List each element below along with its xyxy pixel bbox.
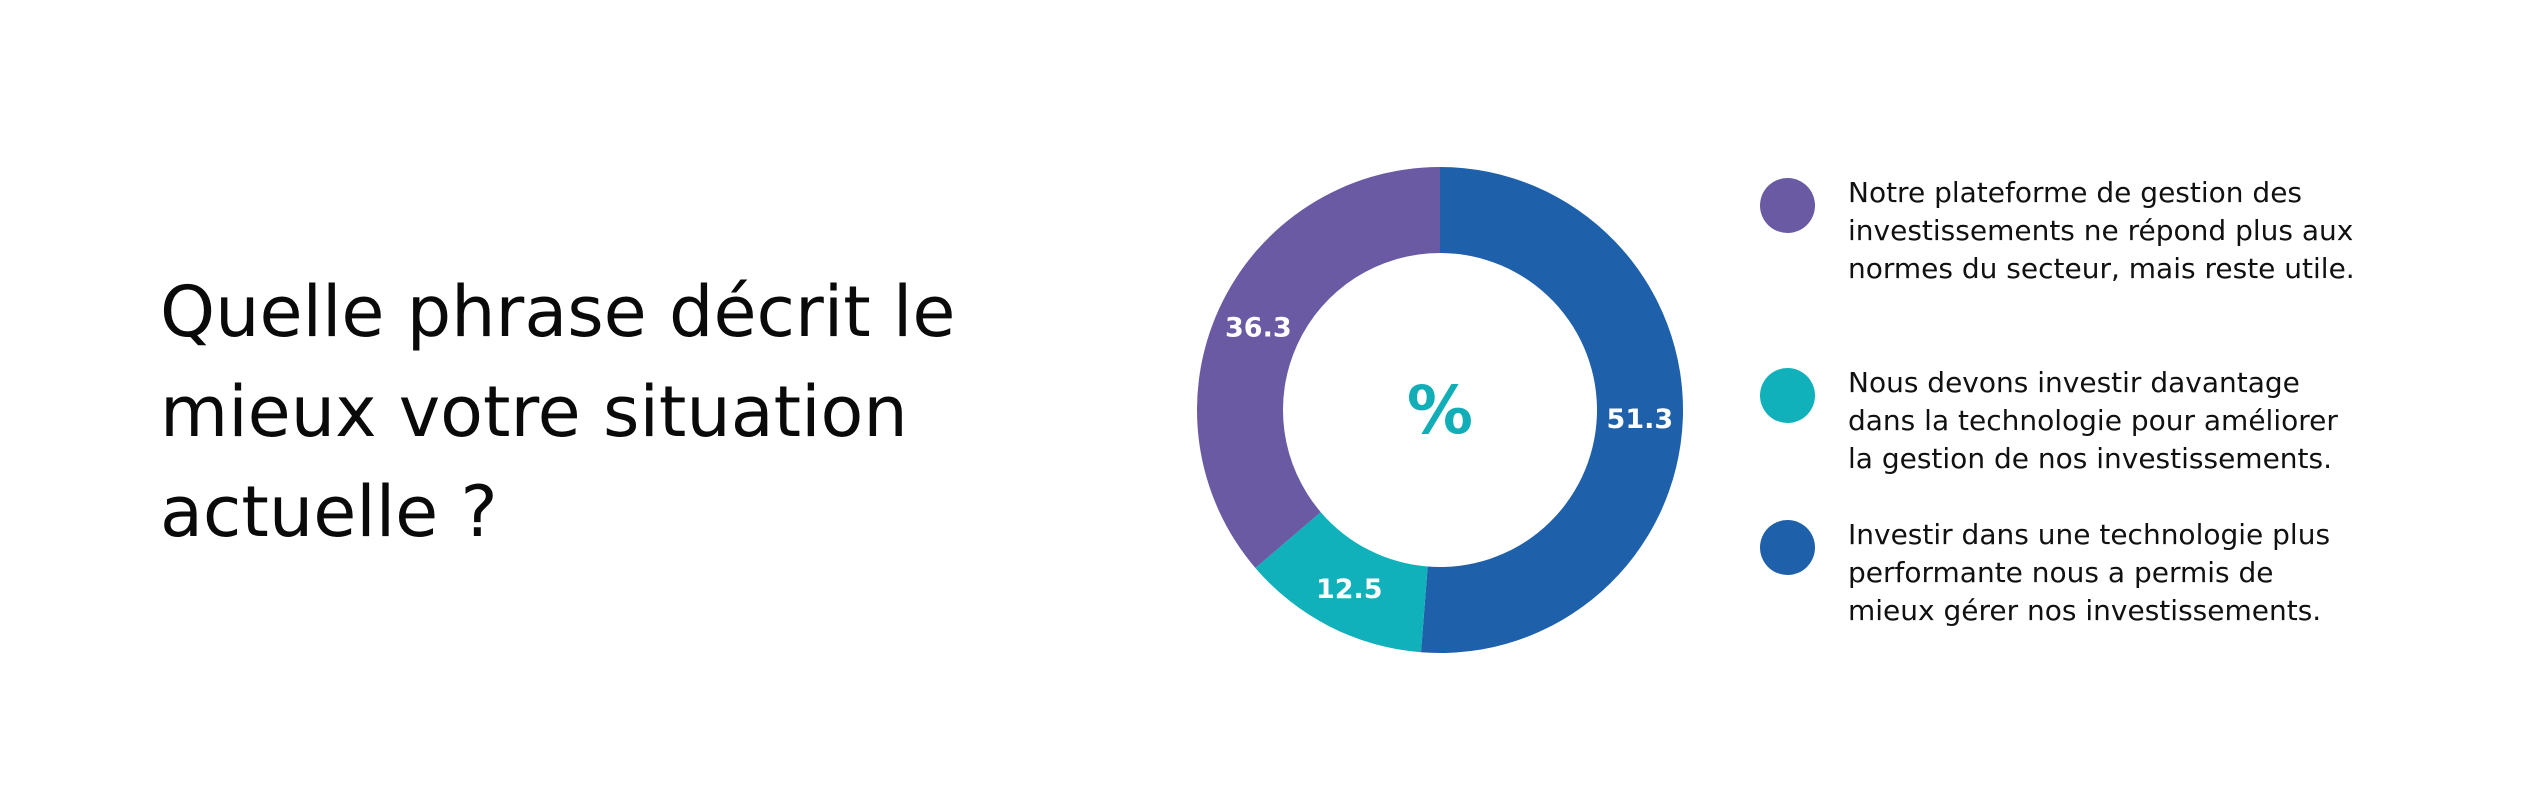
slice-labels-group: 51.3 12.5 36.3 [1225, 312, 1673, 605]
donut-slice-1 [1255, 512, 1428, 653]
legend-label: Notre plateforme de gestion des investis… [1848, 176, 2355, 285]
legend-label: Investir dans une technologie plus perfo… [1848, 518, 2331, 627]
chart-title: Quelle phrase décrit le mieux votre situ… [160, 271, 956, 553]
legend-label: Nous devons investir davantage dans la t… [1848, 366, 2338, 475]
slice-value-label-0: 51.3 [1607, 404, 1674, 435]
legend-color-dot [1760, 368, 1815, 423]
donut-chart: 51.3 12.5 36.3 % [1180, 150, 1700, 670]
donut-slice-2 [1197, 167, 1440, 568]
slice-value-label-2: 36.3 [1225, 312, 1292, 343]
donut-svg: 51.3 12.5 36.3 % [1197, 167, 1683, 653]
legend-color-dot [1760, 178, 1815, 233]
slice-value-label-1: 12.5 [1316, 574, 1383, 605]
legend-color-dot [1760, 520, 1815, 575]
donut-slice-0 [1420, 167, 1683, 653]
slices-group [1197, 167, 1683, 653]
center-percent-label: % [1407, 372, 1473, 449]
